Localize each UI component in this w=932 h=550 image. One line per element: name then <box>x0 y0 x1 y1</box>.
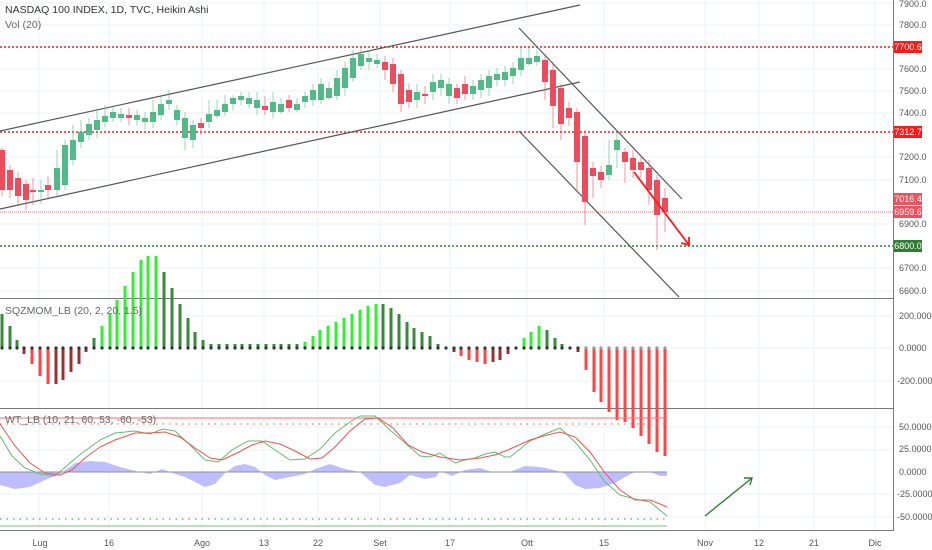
bullish-arrow[interactable] <box>704 477 753 517</box>
wt-pane <box>0 415 668 527</box>
tag-support: 6800.0 <box>894 240 922 252</box>
chart-title: NASDAQ 100 INDEX, 1D, TVC, Heikin Ashi <box>5 4 209 16</box>
grid <box>0 0 893 530</box>
tag-last-close: 6959.6 <box>894 206 922 218</box>
tag-resistance-top: 7700.6 <box>894 41 922 53</box>
candlesticks <box>0 48 668 250</box>
bearish-arrow[interactable] <box>633 171 690 247</box>
wt-label[interactable]: WT_LB (10, 21, 60, 53, -60, -53) <box>5 414 157 426</box>
tag-last-high: 7016.4 <box>894 193 922 205</box>
wt-fast-line <box>0 415 668 517</box>
wt-histogram-fill <box>0 461 667 489</box>
volume-label: Vol (20) <box>5 19 42 31</box>
sqzmom-label[interactable]: SQZMOM_LB (20, 2, 20, 1.5) <box>5 305 143 317</box>
sqzmom-histogram <box>0 256 667 456</box>
wt-slow-line <box>0 417 668 508</box>
tag-resistance-mid: 7312.7 <box>894 126 922 138</box>
